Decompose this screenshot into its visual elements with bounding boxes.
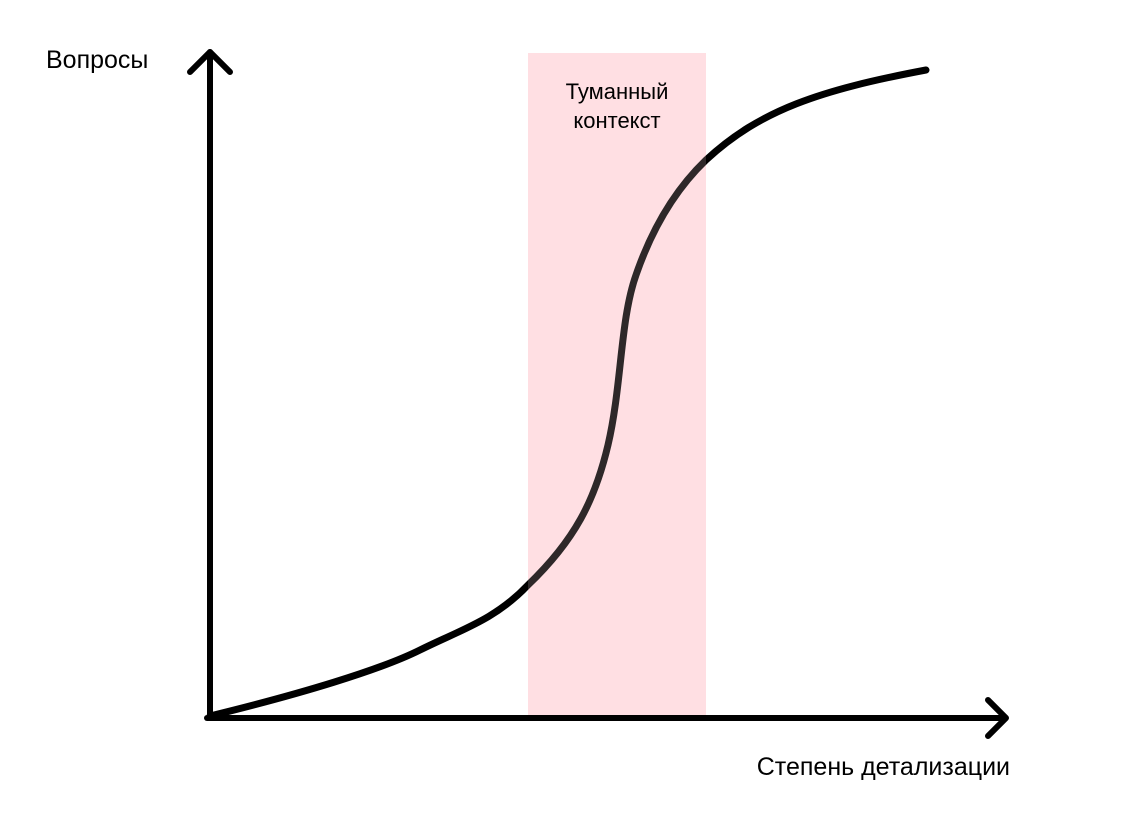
y-axis-label: Вопросы: [46, 46, 149, 74]
foggy-context-zone-overlay: [528, 53, 706, 718]
x-axis-label: Степень детализации: [756, 753, 1010, 781]
x-axis-arrowhead: [985, 697, 1009, 739]
foggy-context-label: Туманный контекст: [528, 77, 706, 135]
y-axis-arrowhead: [187, 49, 233, 75]
growth-curve: [206, 66, 930, 720]
foggy-context-label-line-1: Туманный: [565, 79, 669, 104]
foggy-context-label-line-2: контекст: [573, 108, 661, 133]
